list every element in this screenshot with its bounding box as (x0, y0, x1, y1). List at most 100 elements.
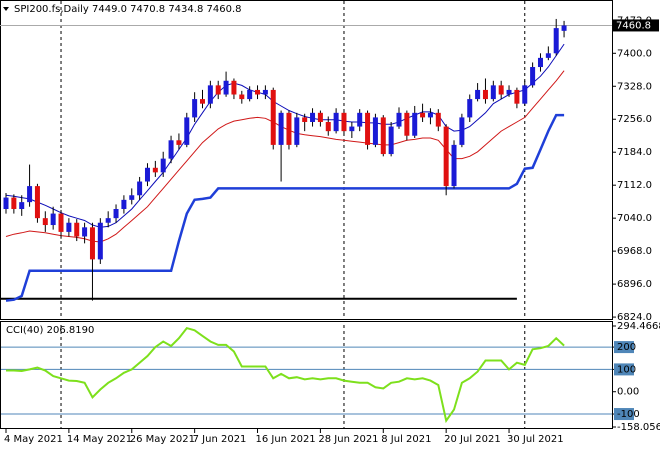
y-tick-label: 100 (617, 364, 636, 375)
cci-panel (0, 321, 613, 429)
candle-body (553, 28, 559, 54)
y-tick-label: -158.056 (617, 422, 660, 433)
candle-body (325, 121, 331, 132)
x-tick-label: 20 Jul 2021 (444, 434, 501, 445)
candle-body (11, 197, 17, 210)
candle-body (42, 218, 48, 226)
x-tick-label: 28 Jun 2021 (318, 434, 378, 445)
candle-body (192, 99, 198, 118)
candle-body (160, 158, 166, 173)
candle-body (545, 53, 551, 58)
y-tick-label: 7256.0 (617, 114, 652, 125)
candle-body (176, 140, 182, 145)
y-tick-label: 7184.0 (617, 147, 652, 158)
candle-body (302, 117, 308, 122)
candle-body (270, 89, 276, 145)
candle-body (514, 89, 520, 104)
y-tick-label: 0.00 (617, 387, 639, 398)
candle-body (223, 80, 229, 95)
candle-body (435, 112, 441, 127)
y-tick-label: 6968.0 (617, 246, 652, 257)
candle-body (490, 85, 496, 100)
level-label-box (614, 363, 634, 376)
y-tick-label: 7112.0 (617, 180, 652, 191)
candle-body (537, 57, 543, 68)
candle-body (215, 85, 221, 95)
candle-body (74, 222, 80, 237)
y-tick-label: 6824.0 (617, 312, 652, 323)
candle-body (152, 167, 158, 173)
y-tick-label: 294.4668 (617, 321, 660, 332)
candle-body (66, 222, 72, 232)
candle-body (58, 213, 64, 232)
main-panel (0, 0, 613, 320)
x-tick-label: 30 Jul 2021 (507, 434, 564, 445)
candle-body (467, 99, 473, 118)
y-tick-label: 7040.0 (617, 213, 652, 224)
candle-body (231, 80, 237, 95)
cci-line (6, 326, 565, 424)
chart-title: SPI200.fs,Daily 7449.0 7470.8 7434.8 746… (14, 4, 241, 15)
candle-body (380, 117, 386, 155)
indicator-line (5, 113, 565, 302)
candle-body (372, 117, 378, 145)
candle-body (144, 167, 150, 182)
candle-body (121, 199, 127, 210)
candle-body (50, 213, 56, 226)
candle-body (396, 112, 402, 127)
candle-body (349, 126, 355, 132)
indicator-line (5, 43, 565, 228)
candle-body (129, 195, 135, 200)
candle-body (207, 85, 213, 104)
candle-body (427, 112, 433, 118)
candle-body (482, 89, 488, 100)
candle-body (333, 112, 339, 132)
candle-body (168, 140, 174, 159)
candle-body (475, 89, 481, 100)
level-label-box (614, 408, 634, 421)
level-label-box (614, 341, 634, 354)
candle-body (113, 209, 119, 219)
candle-body (286, 112, 292, 145)
candle-body (97, 222, 103, 260)
last-price-label: 7460.8 (616, 20, 651, 31)
candle-body (200, 99, 205, 104)
candle-body (89, 227, 95, 260)
candle-body (294, 117, 300, 145)
menu-arrow (3, 7, 9, 11)
candle-body (262, 89, 268, 95)
candle-body (451, 144, 457, 187)
candle-body (34, 186, 40, 219)
candle-body (247, 89, 253, 100)
candle-body (278, 112, 284, 145)
candle-body (27, 186, 33, 203)
candle-body (443, 126, 449, 187)
candle-body (19, 202, 25, 210)
y-tick-label: 7400.0 (617, 48, 652, 59)
candle-body (498, 85, 504, 95)
candle-body (184, 117, 190, 145)
candle-body (82, 227, 88, 237)
candle-body (459, 117, 465, 145)
candle-body (522, 85, 528, 104)
candle-body (388, 126, 394, 155)
x-tick-label: 4 May 2021 (4, 434, 63, 445)
indicator-line (5, 70, 565, 243)
candle-body (365, 112, 371, 145)
y-tick-label: 6896.0 (617, 279, 652, 290)
candle-body (357, 112, 363, 127)
candle-body (530, 67, 536, 86)
candle-body (137, 181, 143, 196)
x-tick-label: 7 Jun 2021 (193, 434, 247, 445)
candle-body (341, 112, 347, 132)
x-tick-label: 16 Jun 2021 (256, 434, 316, 445)
candle-body (561, 25, 567, 31)
last-price-box (613, 19, 659, 32)
candle-body (255, 89, 261, 95)
candle-body (105, 218, 111, 223)
y-tick-label: 200 (617, 342, 636, 353)
x-tick-label: 26 May 2021 (130, 434, 195, 445)
candle-body (412, 112, 418, 136)
